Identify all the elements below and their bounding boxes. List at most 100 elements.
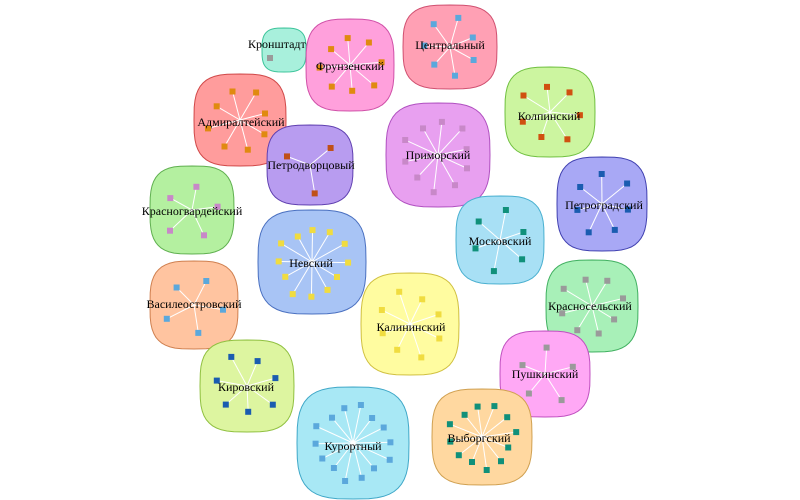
cluster-node[interactable]: [611, 316, 618, 323]
cluster-node[interactable]: [342, 478, 349, 484]
cluster-node[interactable]: [193, 183, 200, 190]
cluster-node[interactable]: [576, 112, 583, 119]
cluster-node[interactable]: [214, 203, 221, 210]
cluster-node[interactable]: [472, 245, 479, 252]
cluster-node[interactable]: [378, 59, 385, 66]
cluster-node[interactable]: [244, 146, 251, 153]
cluster-node[interactable]: [564, 136, 571, 143]
cluster-node[interactable]: [396, 288, 403, 295]
cluster-node[interactable]: [620, 295, 626, 302]
cluster-node[interactable]: [498, 458, 504, 465]
cluster-node[interactable]: [520, 229, 527, 235]
cluster-node[interactable]: [519, 256, 526, 263]
cluster-node[interactable]: [611, 226, 618, 233]
cluster-node[interactable]: [544, 83, 550, 90]
cluster-node[interactable]: [341, 405, 348, 412]
cluster-node[interactable]: [519, 362, 526, 369]
cluster-node[interactable]: [203, 278, 210, 284]
cluster-node[interactable]: [253, 89, 260, 96]
cluster-node[interactable]: [543, 344, 550, 351]
cluster-node[interactable]: [289, 291, 296, 298]
cluster-node[interactable]: [421, 42, 428, 49]
cluster-node[interactable]: [402, 158, 409, 165]
cluster-node[interactable]: [577, 184, 584, 190]
cluster-node[interactable]: [221, 143, 228, 150]
cluster-node[interactable]: [229, 88, 236, 95]
cluster-node[interactable]: [452, 72, 458, 79]
cluster-node[interactable]: [220, 306, 226, 313]
cluster-node[interactable]: [474, 403, 481, 410]
cluster-node[interactable]: [167, 227, 173, 234]
cluster-node[interactable]: [329, 414, 335, 421]
cluster-node[interactable]: [464, 165, 470, 172]
cluster-node[interactable]: [267, 55, 273, 61]
cluster-node[interactable]: [624, 206, 631, 213]
cluster-node[interactable]: [282, 273, 289, 280]
cluster-node[interactable]: [582, 276, 589, 283]
cluster-node[interactable]: [312, 440, 319, 447]
cluster-node[interactable]: [420, 125, 426, 132]
cluster-node[interactable]: [213, 103, 220, 110]
cluster-node[interactable]: [560, 285, 567, 292]
cluster-node[interactable]: [262, 110, 268, 117]
cluster-node[interactable]: [349, 87, 356, 94]
cluster-node[interactable]: [502, 207, 509, 213]
cluster-node[interactable]: [520, 92, 527, 99]
cluster-node[interactable]: [538, 134, 545, 140]
cluster-node[interactable]: [470, 57, 477, 63]
cluster-node[interactable]: [418, 354, 425, 361]
cluster-node[interactable]: [386, 456, 393, 463]
cluster-node[interactable]: [228, 353, 235, 360]
cluster-node[interactable]: [455, 14, 462, 21]
cluster-node[interactable]: [316, 64, 323, 71]
cluster-node[interactable]: [519, 118, 526, 125]
cluster-node[interactable]: [430, 21, 437, 28]
cluster-node[interactable]: [452, 182, 458, 189]
cluster-node[interactable]: [435, 311, 442, 318]
cluster-node[interactable]: [334, 274, 340, 280]
cluster-node[interactable]: [566, 89, 573, 96]
cluster-node[interactable]: [163, 315, 170, 322]
cluster-node[interactable]: [569, 363, 576, 370]
cluster-node[interactable]: [447, 438, 454, 445]
cluster-node[interactable]: [341, 240, 348, 247]
cluster-node[interactable]: [327, 145, 334, 151]
cluster-node[interactable]: [365, 39, 372, 46]
cluster-node[interactable]: [278, 240, 285, 247]
cluster-node[interactable]: [272, 375, 279, 382]
cluster-node[interactable]: [475, 218, 482, 225]
cluster-node[interactable]: [275, 258, 282, 265]
cluster-node[interactable]: [574, 206, 581, 213]
cluster-node[interactable]: [505, 444, 512, 451]
cluster-node[interactable]: [311, 190, 318, 197]
cluster-node[interactable]: [380, 424, 387, 431]
cluster-node[interactable]: [328, 83, 335, 90]
cluster-node[interactable]: [167, 195, 174, 202]
cluster-node[interactable]: [446, 421, 453, 428]
cluster-node[interactable]: [455, 452, 462, 459]
cluster-node[interactable]: [195, 329, 202, 336]
cluster-node[interactable]: [358, 474, 365, 481]
cluster-node[interactable]: [330, 465, 337, 471]
cluster-node[interactable]: [371, 82, 378, 89]
cluster-node[interactable]: [173, 284, 180, 291]
cluster-node[interactable]: [463, 146, 470, 153]
cluster-node[interactable]: [598, 171, 605, 177]
cluster-node[interactable]: [431, 61, 438, 68]
cluster-node[interactable]: [490, 268, 497, 275]
cluster-node[interactable]: [308, 293, 315, 300]
cluster-node[interactable]: [559, 310, 566, 317]
cluster-node[interactable]: [624, 180, 631, 187]
cluster-node[interactable]: [595, 330, 602, 337]
cluster-node[interactable]: [261, 131, 268, 138]
cluster-node[interactable]: [469, 34, 476, 41]
cluster-node[interactable]: [326, 229, 333, 236]
cluster-node[interactable]: [513, 429, 520, 436]
cluster-node[interactable]: [483, 467, 490, 473]
cluster-node[interactable]: [558, 397, 565, 404]
cluster-node[interactable]: [313, 423, 320, 430]
cluster-node[interactable]: [245, 408, 252, 415]
cluster-node[interactable]: [344, 35, 351, 42]
cluster-node[interactable]: [438, 118, 445, 125]
cluster-node[interactable]: [201, 232, 207, 239]
